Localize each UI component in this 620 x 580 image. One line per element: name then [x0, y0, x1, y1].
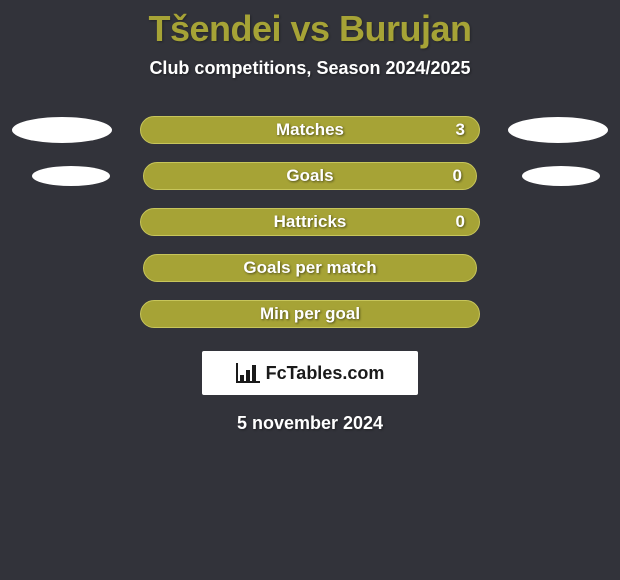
page-subtitle: Club competitions, Season 2024/2025: [0, 58, 620, 79]
footer-date: 5 november 2024: [0, 413, 620, 434]
stat-rows: Matches 3 Goals 0 Hattricks 0: [0, 107, 620, 337]
bar-wrap: Matches 3: [140, 116, 480, 144]
branding-box: FcTables.com: [202, 351, 418, 395]
stat-label: Matches: [141, 120, 479, 140]
stat-value: 0: [453, 166, 462, 186]
stat-row-min-per-goal: Min per goal: [0, 291, 620, 337]
comparison-infographic: Tšendei vs Burujan Club competitions, Se…: [0, 0, 620, 580]
bar-wrap: Min per goal: [140, 300, 480, 328]
stat-row-matches: Matches 3: [0, 107, 620, 153]
bar-wrap: Goals 0: [140, 162, 480, 190]
bar-wrap: Goals per match: [140, 254, 480, 282]
left-marker-ellipse: [32, 166, 110, 186]
stat-bar: Goals 0: [143, 162, 477, 190]
right-marker-ellipse: [522, 166, 600, 186]
branding-text: FcTables.com: [266, 363, 385, 384]
stat-bar: Matches 3: [140, 116, 480, 144]
page-title: Tšendei vs Burujan: [0, 0, 620, 50]
stat-label: Goals per match: [144, 258, 476, 278]
stat-label: Goals: [144, 166, 476, 186]
stat-row-hattricks: Hattricks 0: [0, 199, 620, 245]
right-marker-ellipse: [508, 117, 608, 143]
stat-value: 3: [456, 120, 465, 140]
stat-label: Hattricks: [141, 212, 479, 232]
stat-bar: Min per goal: [140, 300, 480, 328]
stat-bar: Goals per match: [143, 254, 477, 282]
stat-row-goals-per-match: Goals per match: [0, 245, 620, 291]
stat-label: Min per goal: [141, 304, 479, 324]
left-marker-ellipse: [12, 117, 112, 143]
bar-chart-icon: [236, 363, 260, 383]
bar-wrap: Hattricks 0: [140, 208, 480, 236]
stat-value: 0: [456, 212, 465, 232]
stat-row-goals: Goals 0: [0, 153, 620, 199]
stat-bar: Hattricks 0: [140, 208, 480, 236]
